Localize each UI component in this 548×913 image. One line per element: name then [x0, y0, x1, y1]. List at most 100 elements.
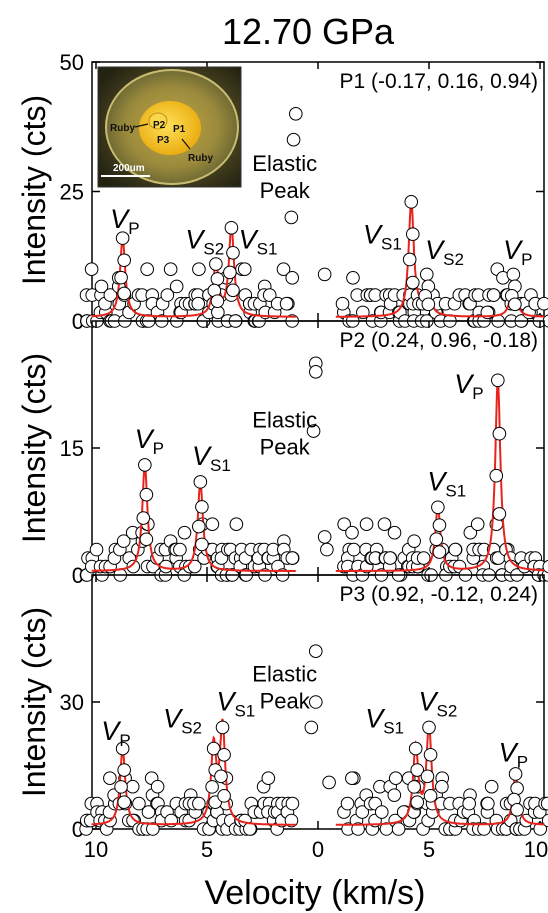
- data-point: [174, 543, 187, 556]
- inset-label-ruby: Ruby: [188, 153, 213, 164]
- peak-point: [405, 196, 418, 209]
- y-axis-label: Intensity (cts): [16, 607, 52, 797]
- peak-point: [430, 533, 443, 546]
- noise-points: [80, 263, 548, 327]
- data-point: [360, 518, 373, 531]
- inset-label-ruby: Ruby: [110, 123, 135, 134]
- data-point: [286, 272, 299, 285]
- peak-point: [224, 266, 237, 279]
- data-point: [164, 263, 177, 276]
- data-point: [286, 552, 299, 565]
- data-point: [408, 535, 421, 548]
- peak-point: [422, 298, 435, 311]
- data-point: [392, 823, 405, 836]
- panel-label: P1 (-0.17, 0.16, 0.94): [340, 70, 538, 93]
- peak-point: [115, 271, 128, 284]
- x-tick-label: 10: [524, 837, 548, 862]
- panel-label: P2 (0.24, 0.96, -0.18): [340, 329, 538, 352]
- data-point: [238, 263, 251, 276]
- peak-label: VS1: [239, 224, 278, 258]
- data-point: [436, 780, 449, 793]
- data-point: [104, 772, 117, 785]
- data-point: [347, 272, 360, 285]
- data-point: [230, 518, 243, 531]
- peak-point: [196, 538, 209, 551]
- data-point: [206, 518, 219, 531]
- peak-point: [432, 501, 445, 514]
- y-axis-label: Intensity (cts): [16, 353, 52, 543]
- data-point: [336, 297, 349, 310]
- data-point: [286, 797, 299, 810]
- peak-point: [137, 512, 150, 525]
- data-point: [151, 780, 164, 793]
- peak-point: [140, 533, 153, 546]
- data-point: [485, 780, 498, 793]
- x-tick-label: 5: [423, 837, 435, 862]
- panel-2: 015Intensity (cts)P2 (0.24, 0.96, -0.18)…: [16, 321, 548, 588]
- peak-label: VS1: [363, 219, 402, 253]
- chart-title: 12.70 GPa: [222, 11, 395, 52]
- peak-point: [493, 508, 506, 521]
- peak-label: VS1: [365, 703, 404, 737]
- sample-photo-inset: Ruby P2 P1 P3 Ruby 200um: [98, 67, 241, 187]
- peak-label: VS2: [418, 686, 457, 720]
- peak-point: [192, 520, 205, 533]
- peak-point: [421, 770, 434, 783]
- peak-point: [490, 469, 503, 482]
- data-point: [346, 772, 359, 785]
- y-tick-label: 50: [60, 50, 84, 75]
- peak-point: [216, 721, 229, 734]
- data-point: [487, 289, 500, 302]
- peak-point: [139, 459, 152, 472]
- data-point: [388, 526, 401, 539]
- elastic-point: [309, 645, 322, 658]
- peak-point: [225, 221, 238, 234]
- elastic-peak-label: Elastic: [252, 662, 317, 687]
- data-point: [170, 280, 183, 293]
- data-point: [482, 797, 495, 810]
- inset-label-p2: P2: [153, 120, 166, 131]
- panel-1: 02550Intensity (cts)P1 (-0.17, 0.16, 0.9…: [16, 50, 548, 334]
- peak-label: VP: [135, 424, 164, 458]
- data-point: [378, 518, 391, 531]
- elastic-point: [287, 133, 300, 146]
- y-tick-label: 15: [60, 436, 84, 461]
- peak-point: [196, 501, 209, 514]
- elastic-point: [318, 268, 331, 281]
- peak-label: VP: [101, 716, 130, 750]
- peak-point: [509, 298, 522, 311]
- peak-point: [492, 374, 505, 387]
- data-point: [262, 772, 275, 785]
- x-tick-label: 5: [201, 837, 213, 862]
- elastic-point: [323, 776, 336, 789]
- data-point: [417, 552, 430, 565]
- peak-point: [411, 796, 424, 809]
- peak-point: [227, 284, 240, 297]
- peak-label: VS2: [163, 703, 202, 737]
- peak-point: [194, 476, 207, 489]
- data-point: [85, 263, 98, 276]
- peak-point: [218, 790, 231, 803]
- elastic-peak-label: Peak: [260, 178, 311, 203]
- peak-point: [118, 254, 131, 267]
- peak-label: VP: [503, 235, 532, 269]
- data-point: [192, 297, 205, 310]
- elastic-peak-label: Peak: [260, 689, 311, 714]
- data-point: [341, 797, 354, 810]
- peak-point: [215, 770, 228, 783]
- elastic-peak-label: Elastic: [252, 408, 317, 433]
- elastic-point: [290, 108, 303, 121]
- peak-point: [433, 519, 446, 532]
- data-point: [449, 543, 462, 556]
- peak-point: [140, 488, 153, 501]
- panel-label: P3 (0.92, -0.12, 0.24): [340, 583, 538, 606]
- y-tick-label: 25: [60, 180, 84, 205]
- x-tick-label: 0: [312, 837, 324, 862]
- elastic-point: [318, 531, 331, 544]
- x-axis-label: Velocity (km/s): [204, 874, 425, 912]
- data-point: [280, 297, 293, 310]
- elastic-peak-label: Peak: [260, 435, 311, 460]
- data-point: [471, 518, 484, 531]
